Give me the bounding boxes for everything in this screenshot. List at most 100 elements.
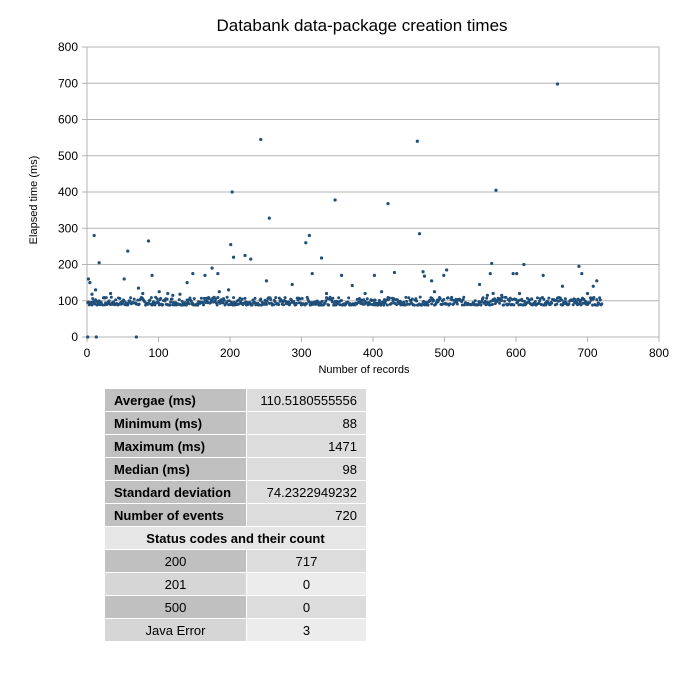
data-point [395, 298, 399, 302]
data-point [600, 302, 604, 306]
status-count: 0 [246, 595, 367, 619]
data-point [579, 303, 583, 307]
y-axis-label: Elapsed time (ms) [28, 156, 40, 245]
data-point [347, 296, 351, 300]
data-point [129, 296, 133, 300]
data-point [267, 216, 271, 220]
data-point [407, 296, 411, 300]
data-point [149, 296, 153, 300]
data-point [442, 273, 446, 277]
status-code: Java Error [104, 618, 247, 642]
data-point [86, 277, 91, 281]
data-point [132, 297, 136, 301]
data-point [547, 296, 551, 300]
data-point [207, 297, 211, 301]
data-point [92, 233, 96, 238]
data-point [500, 293, 504, 297]
data-point [324, 299, 328, 303]
data-point [187, 302, 191, 306]
data-point [473, 299, 477, 303]
data-point [585, 291, 590, 296]
y-tick-label: 200 [58, 258, 78, 272]
data-point [502, 303, 506, 307]
data-point [305, 302, 309, 306]
x-axis-label: Number of records [318, 364, 410, 376]
data-point [165, 297, 169, 301]
data-point [578, 300, 582, 304]
data-point [265, 299, 269, 303]
data-point [392, 270, 397, 275]
x-tick-label: 300 [291, 346, 311, 360]
data-point [108, 291, 113, 296]
data-point [134, 335, 138, 339]
data-point [412, 303, 416, 307]
data-point [514, 297, 518, 301]
data-point [479, 303, 483, 307]
data-point [225, 295, 229, 299]
data-point [508, 296, 512, 300]
stat-value: 1471 [246, 434, 367, 458]
data-point [203, 273, 207, 277]
data-point [304, 241, 308, 245]
data-point [86, 335, 90, 339]
data-point [324, 291, 329, 296]
data-point [259, 297, 263, 301]
data-point [232, 296, 236, 300]
data-point [538, 299, 542, 303]
data-point [136, 286, 141, 290]
data-point [582, 297, 586, 301]
data-point [314, 302, 318, 306]
data-point [410, 297, 414, 301]
data-point [415, 139, 419, 143]
x-axis-ticks: 0 100 200 300 400 500 600 700 800 [84, 337, 669, 360]
data-point [517, 291, 522, 296]
stat-value: 720 [246, 503, 367, 527]
data-point [196, 303, 200, 307]
data-point [277, 303, 281, 307]
y-tick-label: 300 [58, 221, 78, 235]
data-point [184, 303, 188, 307]
stat-row: Minimum (ms) 88 [104, 411, 367, 435]
data-point [490, 303, 494, 307]
data-point [485, 293, 489, 297]
stat-value: 74.2322949232 [246, 480, 367, 504]
data-point [319, 256, 324, 260]
data-point [530, 297, 534, 301]
data-point [350, 283, 354, 288]
data-point [327, 303, 331, 307]
data-point [383, 301, 387, 305]
y-tick-label: 600 [58, 113, 78, 127]
data-point [377, 298, 381, 302]
data-point [511, 271, 515, 276]
data-point [525, 296, 529, 300]
data-point [215, 303, 219, 307]
data-point [385, 303, 389, 307]
data-point [283, 296, 287, 300]
data-point [455, 302, 459, 306]
data-point [421, 270, 425, 274]
status-row: Java Error 3 [104, 618, 367, 642]
data-points [86, 82, 604, 339]
stat-row: Maximum (ms) 1471 [104, 434, 367, 458]
data-point [91, 297, 95, 301]
status-code: 500 [104, 595, 247, 619]
data-point [448, 302, 452, 306]
data-point [487, 301, 491, 305]
x-tick-label: 800 [649, 346, 669, 360]
data-point [317, 303, 321, 307]
chart-title: Databank data-package creation times [216, 16, 507, 35]
data-point [90, 303, 94, 307]
data-point [231, 303, 235, 307]
data-point [535, 296, 539, 300]
data-point [415, 299, 419, 303]
data-point [300, 297, 304, 301]
data-point [595, 298, 599, 302]
x-tick-label: 400 [363, 346, 383, 360]
data-point [171, 293, 175, 297]
status-row: 500 0 [104, 595, 367, 619]
data-point [128, 299, 132, 303]
data-point [331, 296, 335, 300]
data-point [250, 303, 254, 307]
data-point [363, 291, 367, 296]
data-point [390, 301, 394, 305]
